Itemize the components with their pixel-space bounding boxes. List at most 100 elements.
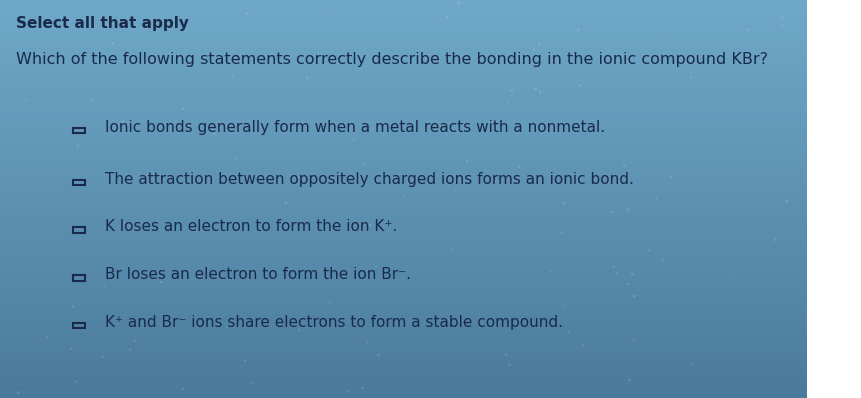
Point: [371, 351, 385, 358]
Point: [40, 334, 54, 340]
Point: [554, 164, 567, 170]
Point: [660, 83, 673, 90]
Point: [365, 125, 379, 131]
Point: [499, 351, 512, 358]
Point: [768, 236, 782, 243]
Point: [449, 188, 462, 195]
Point: [772, 38, 786, 45]
Point: [71, 142, 84, 149]
Point: [85, 97, 99, 103]
Point: [182, 64, 195, 70]
Point: [166, 22, 180, 28]
Point: [106, 16, 120, 22]
Point: [135, 23, 149, 30]
Point: [543, 386, 557, 392]
Point: [604, 201, 617, 207]
Point: [720, 353, 734, 359]
Point: [96, 354, 110, 360]
Point: [775, 21, 789, 28]
Point: [220, 324, 233, 330]
Point: [531, 40, 545, 47]
Point: [779, 198, 793, 205]
Text: K loses an electron to form the ion K⁺.: K loses an electron to form the ion K⁺.: [105, 219, 397, 234]
Point: [176, 105, 189, 112]
Point: [656, 257, 670, 263]
Text: The attraction between oppositely charged ions forms an ionic bond.: The attraction between oppositely charge…: [105, 172, 633, 187]
Point: [18, 98, 32, 104]
Point: [356, 161, 369, 167]
Point: [177, 386, 190, 392]
Point: [369, 263, 383, 269]
Point: [11, 389, 25, 396]
Point: [245, 380, 258, 386]
Text: K⁺ and Br⁻ ions share electrons to form a stable compound.: K⁺ and Br⁻ ions share electrons to form …: [105, 315, 562, 330]
Point: [575, 342, 589, 349]
Point: [373, 39, 387, 46]
Point: [28, 187, 42, 194]
Point: [360, 339, 374, 345]
Point: [146, 127, 159, 134]
Point: [154, 279, 168, 285]
Point: [239, 10, 253, 17]
Point: [641, 247, 655, 254]
Point: [345, 352, 359, 358]
Point: [236, 110, 250, 117]
Point: [292, 174, 306, 181]
Point: [616, 162, 630, 169]
Point: [604, 209, 618, 215]
Text: Which of the following statements correctly describe the bonding in the ionic co: Which of the following statements correc…: [16, 52, 767, 67]
Point: [460, 158, 474, 164]
Point: [279, 199, 293, 206]
Point: [345, 291, 359, 297]
Point: [528, 86, 542, 92]
Point: [442, 317, 455, 323]
Point: [106, 40, 120, 46]
Point: [362, 222, 376, 228]
Point: [451, 0, 465, 6]
Point: [440, 13, 454, 20]
Point: [115, 119, 129, 125]
Point: [123, 346, 137, 353]
Point: [571, 27, 585, 33]
Point: [443, 246, 457, 252]
Point: [98, 283, 112, 289]
Text: Ionic bonds generally form when a metal reacts with a nonmetal.: Ionic bonds generally form when a metal …: [105, 120, 604, 135]
Text: Br loses an electron to form the ion Br⁻.: Br loses an electron to form the ion Br⁻…: [105, 267, 411, 282]
Point: [65, 303, 79, 310]
Point: [529, 22, 542, 29]
Point: [284, 343, 298, 349]
Point: [355, 385, 369, 391]
Point: [664, 30, 678, 37]
Text: The attraction between oppositely charged ions forms an ionic bond.: The attraction between oppositely charge…: [105, 172, 633, 187]
Point: [557, 303, 571, 310]
Point: [117, 220, 131, 226]
Point: [683, 75, 697, 81]
Point: [680, 346, 694, 352]
Point: [238, 357, 251, 364]
Point: [740, 27, 753, 33]
Point: [543, 269, 557, 275]
Point: [127, 338, 141, 344]
Point: [397, 193, 411, 200]
Point: [156, 228, 170, 234]
Point: [622, 377, 635, 383]
Point: [230, 156, 244, 163]
Point: [292, 327, 306, 333]
Point: [45, 203, 59, 209]
Text: Ionic bonds generally form when a metal reacts with a nonmetal.: Ionic bonds generally form when a metal …: [105, 120, 604, 135]
Point: [621, 281, 635, 287]
Point: [352, 315, 366, 322]
Point: [533, 89, 547, 95]
Point: [624, 271, 638, 278]
Point: [256, 339, 269, 345]
Point: [554, 229, 568, 236]
Point: [664, 174, 678, 180]
Text: Br loses an electron to form the ion Br⁻.: Br loses an electron to form the ion Br⁻…: [105, 267, 411, 282]
Point: [649, 195, 663, 202]
Point: [626, 337, 640, 343]
Point: [300, 75, 313, 81]
Point: [511, 164, 525, 170]
Point: [306, 64, 319, 71]
Point: [320, 8, 334, 14]
Point: [208, 131, 221, 137]
